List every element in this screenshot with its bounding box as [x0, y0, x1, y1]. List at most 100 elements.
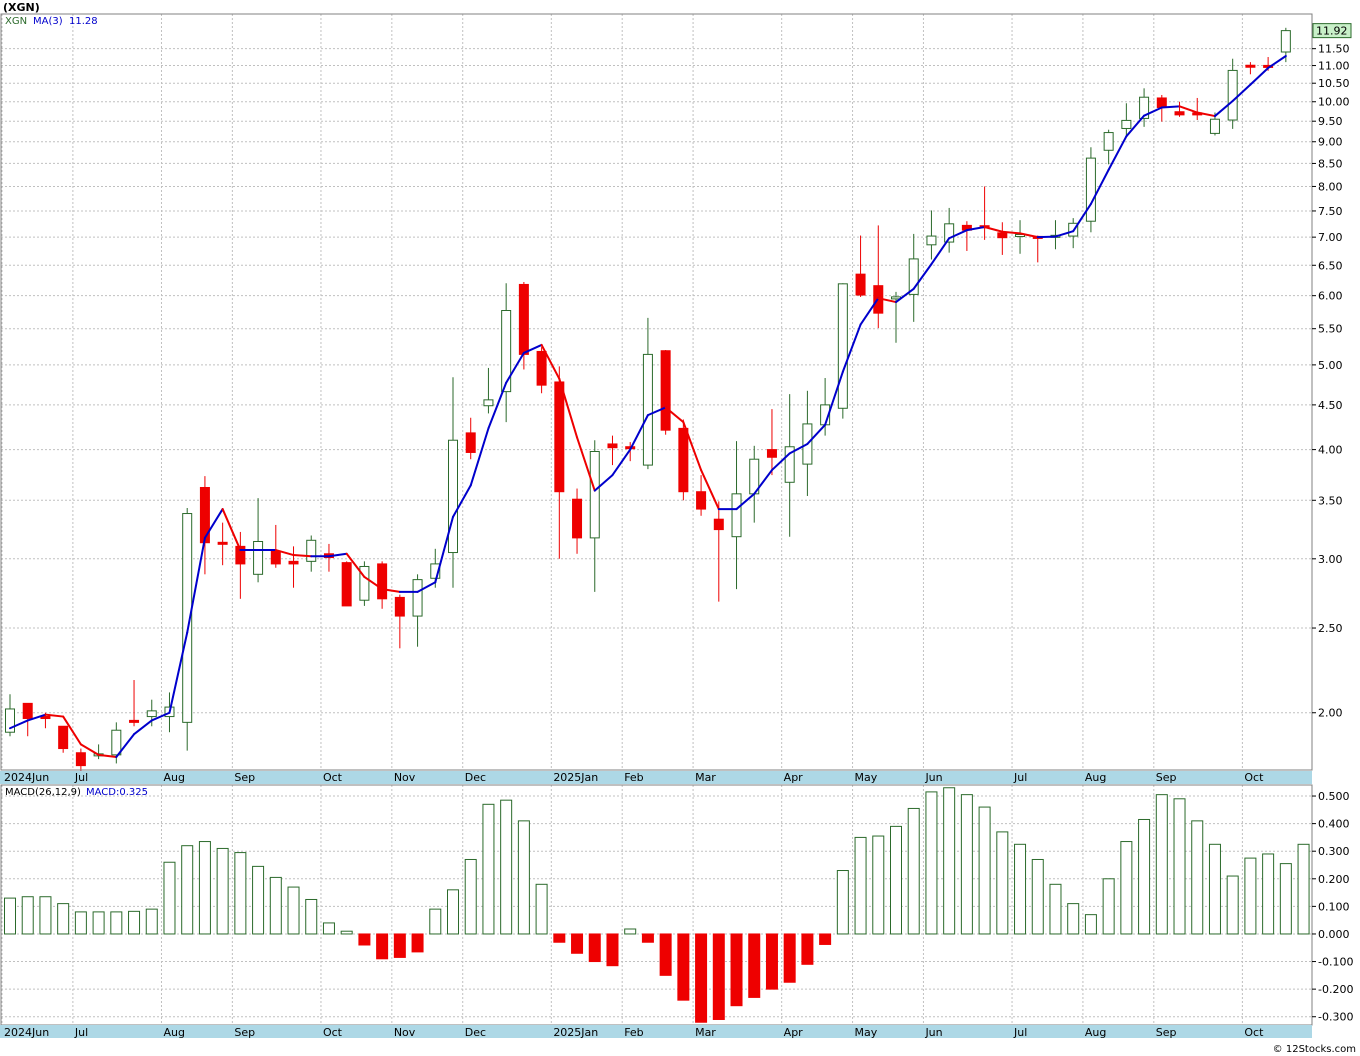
macd-bar-positive — [1191, 820, 1204, 935]
x-axis-label: Oct — [1244, 1026, 1264, 1039]
ma-line-segment — [1001, 230, 1022, 235]
ma-line-segment — [700, 469, 720, 511]
candle-down — [572, 498, 583, 539]
macd-bar-positive — [145, 908, 158, 935]
macd-bar-negative — [358, 933, 371, 946]
x-axis-label: Feb — [624, 771, 643, 784]
macd-bar-positive — [1067, 903, 1080, 935]
candle-down — [696, 491, 707, 510]
ma-line-segment — [62, 715, 82, 746]
candle-down — [235, 545, 246, 565]
macd-tick-label: 0.100 — [1318, 900, 1350, 913]
macd-bar-positive — [836, 870, 849, 935]
macd-bar-positive — [1155, 794, 1168, 935]
macd-bar-positive — [624, 928, 637, 935]
x-axis-label: Nov — [394, 771, 416, 784]
ma-line-segment — [1267, 55, 1287, 69]
candle-down — [270, 550, 281, 565]
ma-line-segment — [895, 287, 915, 304]
last-price-tag: 11.92 — [1312, 23, 1352, 39]
ma-line-segment — [877, 297, 897, 304]
ma-line-segment — [1125, 114, 1146, 138]
ma-line-segment — [1231, 83, 1252, 102]
ma-line-segment — [1178, 105, 1199, 114]
macd-tick-label: -0.100 — [1318, 956, 1353, 969]
macd-bar-positive — [1138, 818, 1151, 935]
price-tick-label: 10.50 — [1318, 77, 1350, 90]
macd-bar-negative — [641, 933, 654, 943]
macd-bar-positive — [4, 897, 16, 935]
macd-bar-negative — [411, 933, 424, 953]
candle-up — [837, 283, 848, 409]
price-tick-label: 9.00 — [1318, 136, 1343, 149]
macd-bar-negative — [588, 933, 601, 963]
x-axis-label: 2025Jan — [553, 1026, 598, 1039]
macd-bar-positive — [500, 799, 513, 935]
x-axis-label: Aug — [163, 1026, 184, 1039]
ma-line-segment — [522, 343, 543, 354]
macd-bar-negative — [801, 933, 814, 965]
ma-line-segment — [859, 297, 880, 326]
candle-down — [341, 562, 352, 607]
x-axis-label: Jul — [1013, 1026, 1027, 1039]
candle-up — [731, 493, 742, 538]
price-x-axis: 2024Jun Jul Aug Sep Oct Nov Dec 2025Jan Feb Mar Ap… — [4, 771, 1264, 784]
x-axis-label: Dec — [465, 1026, 486, 1039]
ma-line-segment — [983, 225, 1004, 233]
candle-up — [448, 439, 458, 554]
x-axis-label: Apr — [784, 771, 804, 784]
macd-bar-negative — [730, 933, 743, 1007]
ma-line-segment — [1143, 106, 1163, 117]
macd-bar-positive — [1014, 843, 1027, 935]
price-panel-frame — [0, 13, 1313, 771]
macd-x-axis-band — [0, 1025, 1312, 1038]
macd-bar-negative — [659, 933, 672, 976]
candle-down — [1174, 111, 1185, 116]
macd-bar-negative — [819, 933, 832, 945]
ma-line-segment — [540, 343, 561, 380]
candle-up — [1139, 96, 1150, 119]
candle-up — [944, 223, 955, 243]
candle-down — [288, 560, 299, 565]
x-axis-label: Jun — [924, 1026, 942, 1039]
x-axis-label: Feb — [624, 1026, 643, 1039]
ma-line-segment — [806, 423, 827, 445]
x-axis-label: Sep — [1156, 771, 1177, 784]
x-axis-label: Jul — [74, 1026, 88, 1039]
price-tick-label: 7.00 — [1318, 231, 1343, 244]
price-tick-label: 7.50 — [1318, 205, 1343, 218]
candle-up — [1085, 157, 1096, 222]
macd-bar-positive — [978, 806, 991, 935]
x-axis-label: Jul — [74, 771, 88, 784]
price-x-axis-band — [0, 771, 1312, 784]
macd-bar-positive — [890, 825, 902, 935]
x-axis-label: Oct — [323, 1026, 343, 1039]
candle-down — [1245, 64, 1256, 68]
macd-bar-positive — [517, 820, 530, 935]
macd-bar-negative — [677, 933, 690, 1001]
price-tick-label: 11.00 — [1318, 60, 1350, 73]
x-axis-label: Dec — [465, 771, 486, 784]
macd-bar-positive — [322, 922, 335, 935]
price-tick-label: 10.00 — [1318, 96, 1350, 109]
ma-line-segment — [1107, 135, 1128, 171]
ma-line-segment — [363, 575, 384, 591]
price-tick-label: 9.50 — [1318, 115, 1343, 128]
price-tick-label: 11.50 — [1318, 43, 1350, 56]
ma-line-segment — [930, 237, 951, 266]
ma-line-segment — [629, 414, 649, 451]
macd-legend-value: MACD:0.325 — [86, 787, 148, 798]
macd-tick-label: 0.300 — [1318, 845, 1350, 858]
macd-legend-name: MACD(26,12,9) — [5, 787, 81, 798]
candle-up — [1209, 118, 1220, 134]
macd-bar-positive — [21, 896, 34, 935]
ma-line-segment — [735, 492, 756, 511]
ma-line-segment — [9, 719, 29, 730]
candle-down — [75, 752, 86, 767]
candle-down — [713, 518, 724, 531]
candle-up — [1121, 119, 1132, 129]
macd-bar-positive — [110, 911, 123, 935]
candle-up — [1227, 69, 1238, 121]
macd-bar-positive — [128, 910, 141, 935]
candle-up — [182, 513, 193, 723]
